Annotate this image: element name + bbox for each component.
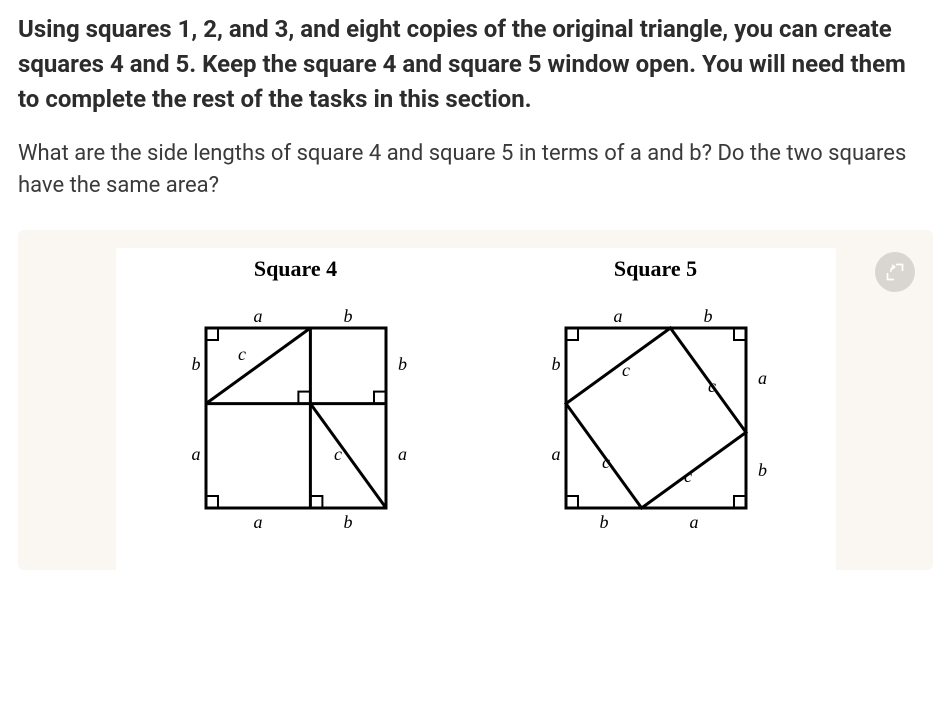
square-5-title: Square 5 [614, 256, 697, 282]
expand-icon [885, 262, 905, 282]
svg-text:b: b [551, 354, 560, 374]
svg-text:a: a [613, 306, 622, 326]
square-4-column: Square 4 [166, 256, 426, 558]
svg-text:b: b [703, 306, 712, 326]
figure-panel: Square 4 [18, 230, 933, 570]
instruction-text: Using squares 1, 2, and 3, and eight cop… [18, 12, 933, 116]
svg-text:b: b [758, 460, 767, 480]
figure-inner: Square 4 [116, 248, 836, 570]
square-5-diagram: a b b a a b b a c c c c [526, 298, 786, 558]
expand-button[interactable] [875, 252, 915, 292]
svg-text:c: c [238, 344, 246, 364]
svg-text:c: c [622, 360, 630, 380]
svg-text:b: b [343, 306, 352, 326]
svg-text:c: c [684, 466, 692, 486]
svg-text:b: b [398, 354, 407, 374]
question-text: What are the side lengths of square 4 an… [18, 138, 933, 202]
square-4-title: Square 4 [254, 256, 337, 282]
svg-text:a: a [551, 444, 560, 464]
svg-text:a: a [398, 444, 407, 464]
svg-text:a: a [253, 512, 262, 532]
svg-text:c: c [602, 452, 610, 472]
svg-text:b: b [191, 354, 200, 374]
square-5-column: Square 5 a b b a a [526, 256, 786, 558]
svg-text:a: a [253, 306, 262, 326]
svg-text:a: a [758, 368, 767, 388]
svg-text:b: b [343, 512, 352, 532]
svg-text:c: c [708, 376, 716, 396]
svg-text:b: b [599, 512, 608, 532]
svg-text:c: c [334, 444, 342, 464]
square-4-diagram: a b b b a a a b c c [166, 298, 426, 558]
svg-text:a: a [689, 512, 698, 532]
svg-text:a: a [191, 444, 200, 464]
